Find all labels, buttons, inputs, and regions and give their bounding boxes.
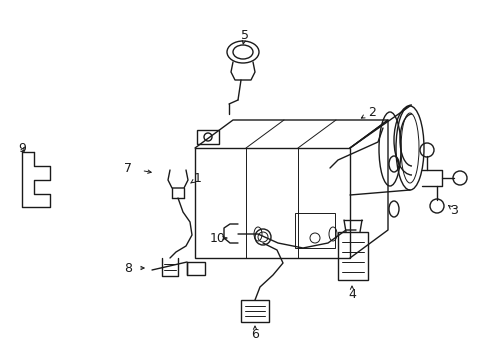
Bar bbox=[337, 232, 367, 280]
Bar bbox=[197, 130, 219, 144]
Text: 6: 6 bbox=[250, 328, 259, 342]
Text: 4: 4 bbox=[347, 288, 355, 302]
Text: 2: 2 bbox=[367, 105, 375, 118]
Text: 7: 7 bbox=[124, 162, 132, 175]
Text: 8: 8 bbox=[124, 261, 132, 274]
Bar bbox=[294, 213, 334, 248]
Bar bbox=[195, 148, 349, 258]
Text: 9: 9 bbox=[18, 141, 26, 154]
Text: 10: 10 bbox=[210, 231, 225, 244]
Text: 3: 3 bbox=[449, 203, 457, 216]
Text: 5: 5 bbox=[241, 28, 248, 41]
Bar bbox=[186, 262, 204, 275]
Text: 1: 1 bbox=[194, 171, 202, 185]
Bar bbox=[241, 300, 268, 322]
